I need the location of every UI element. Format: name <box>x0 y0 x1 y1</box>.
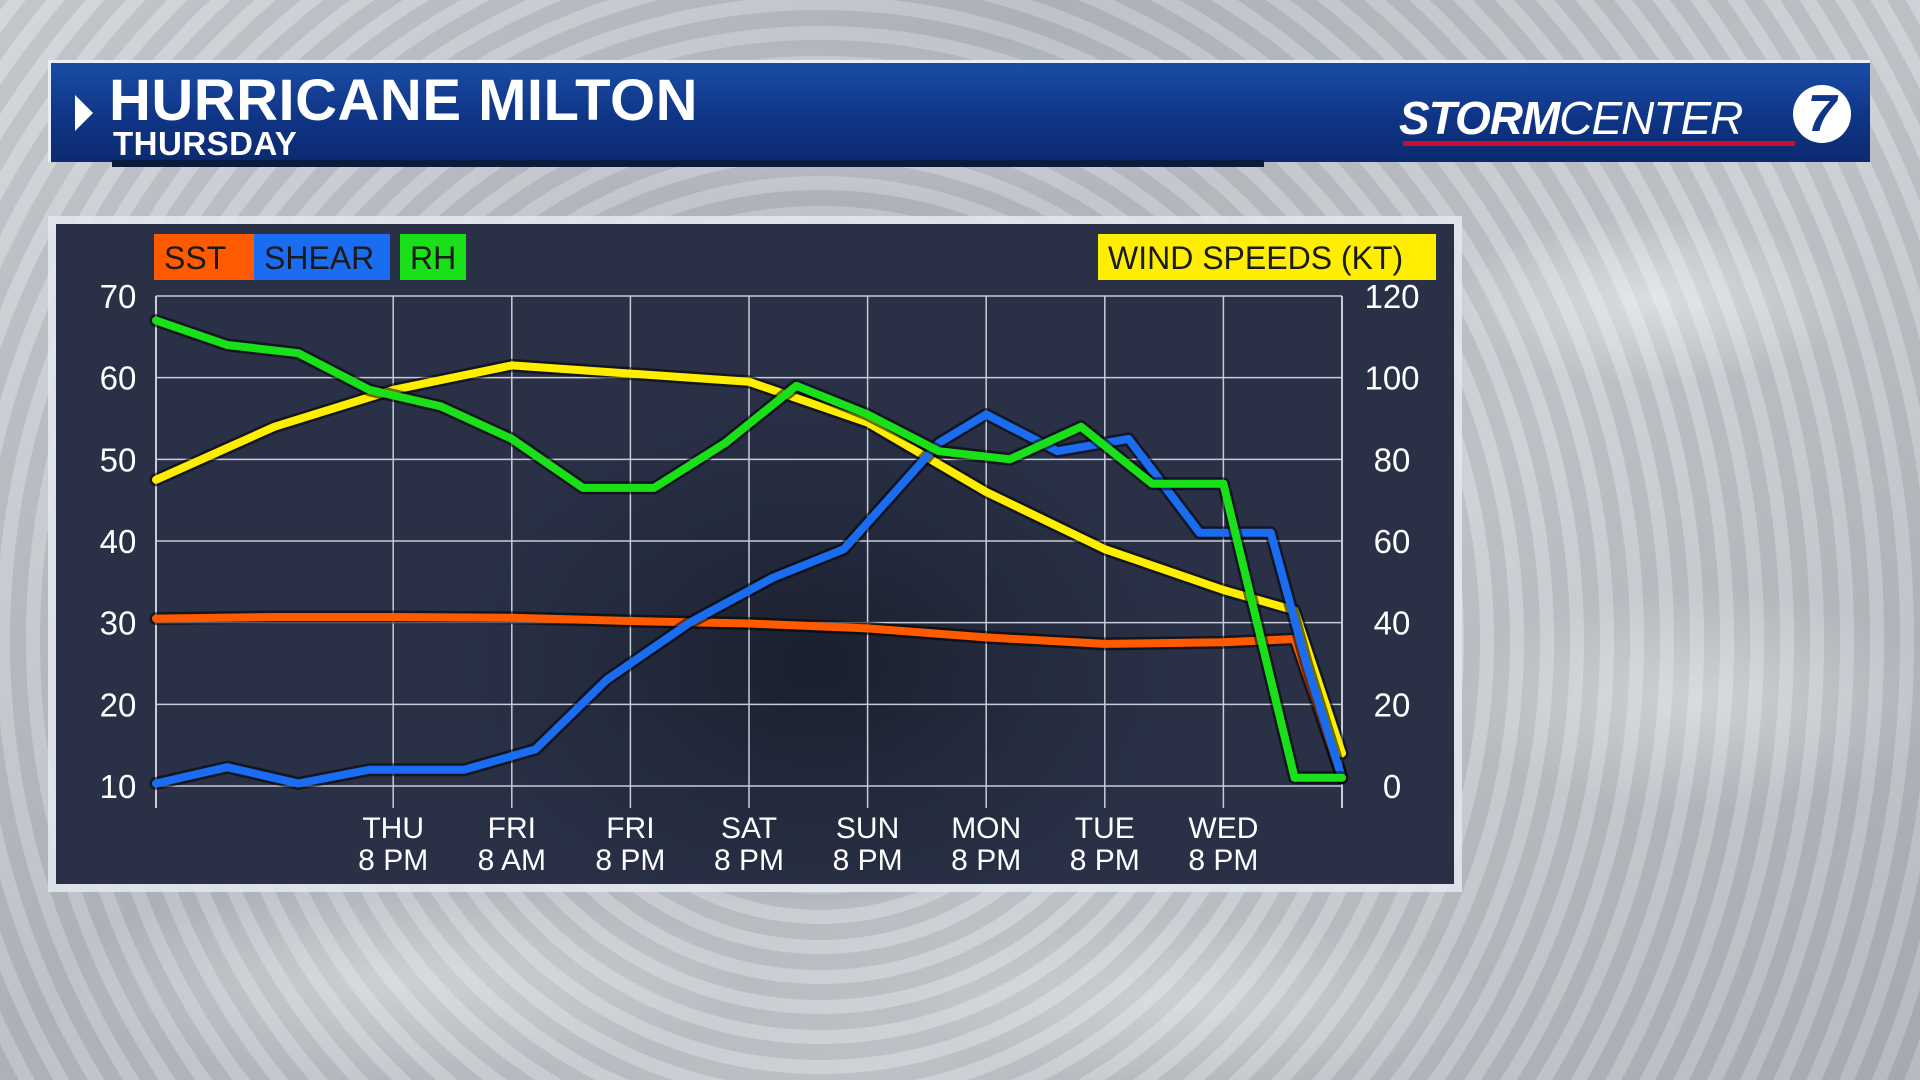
x-axis-tick-label-day: FRI <box>488 812 536 845</box>
page-subtitle: THURSDAY <box>113 125 298 162</box>
logo-seven-badge: 7 <box>1793 85 1851 143</box>
right-axis-tick-label: 20 <box>1374 686 1411 723</box>
chart-plot-area: 10 20 30 40 50 60 70 0 20 40 60 80 100 120 THU 8 PM FRI 8… <box>56 224 1454 884</box>
left-axis-tick-label: 20 <box>100 686 137 723</box>
x-axis-tick-label-time: 8 PM <box>595 844 665 877</box>
right-axis-tick-label: 40 <box>1374 605 1411 642</box>
right-axis-tick-label: 60 <box>1374 523 1411 560</box>
series-line-rh <box>152 316 1346 782</box>
x-axis-tick-label-time: 8 PM <box>833 844 903 877</box>
legend-shear: SHEAR <box>254 234 390 280</box>
x-axis-tick-label-time: 8 AM <box>478 844 546 877</box>
x-axis-tick-label-time: 8 PM <box>951 844 1021 877</box>
header-bar: HURRICANE MILTON THURSDAY STORMCENTER 7 <box>48 60 1870 162</box>
legend-rh: RH <box>400 234 466 280</box>
x-axis-tick-label-day: FRI <box>606 812 654 845</box>
x-axis-tick-label-day: MON <box>951 812 1021 845</box>
x-axis-tick-label-day: SUN <box>836 812 899 845</box>
x-axis-tick-label-time: 8 PM <box>1070 844 1140 877</box>
logo-storm-text: STORM <box>1399 92 1560 144</box>
x-axis-tick-label-day: TUE <box>1075 812 1135 845</box>
right-axis-tick-label: 80 <box>1374 441 1411 478</box>
left-axis-tick-label: 60 <box>100 360 137 397</box>
right-axis-tick-label: 100 <box>1364 360 1419 397</box>
left-axis-tick-label: 50 <box>100 441 137 478</box>
x-axis-tick-label-time: 8 PM <box>358 844 428 877</box>
logo-center-text: CENTER <box>1559 92 1743 144</box>
stormcenter-logo: STORMCENTER <box>1399 91 1743 144</box>
x-axis-tick-label-time: 8 PM <box>714 844 784 877</box>
legend-sst: SST <box>154 234 256 280</box>
x-axis-tick-label-day: SAT <box>721 812 777 845</box>
play-icon <box>75 95 93 131</box>
series-line-sst <box>152 613 1346 782</box>
right-axis-tick-label: 120 <box>1364 278 1419 315</box>
x-axis-tick-label-day: WED <box>1188 812 1258 845</box>
logo-underline <box>1403 141 1795 146</box>
legend-wind-speeds: WIND SPEEDS (KT) <box>1098 234 1436 280</box>
page-title: HURRICANE MILTON <box>109 68 699 133</box>
left-axis-tick-label: 30 <box>100 605 137 642</box>
header-underline <box>112 160 1264 167</box>
left-axis-tick-label: 10 <box>100 768 137 805</box>
left-axis-tick-label: 40 <box>100 523 137 560</box>
right-axis-tick-label: 0 <box>1383 768 1401 805</box>
chart-panel: 10 20 30 40 50 60 70 0 20 40 60 80 100 120 THU 8 PM FRI 8… <box>48 216 1462 892</box>
x-axis-tick-label-time: 8 PM <box>1188 844 1258 877</box>
series-line-shear <box>152 410 1346 788</box>
left-axis-tick-label: 70 <box>100 278 137 315</box>
x-axis-tick-label-day: THU <box>362 812 424 845</box>
